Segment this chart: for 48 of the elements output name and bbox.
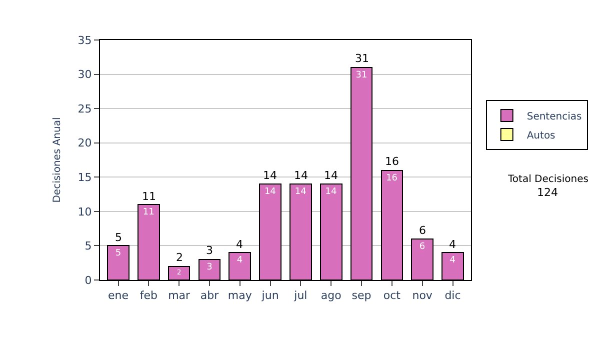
y-tick-label: 25: [78, 102, 92, 116]
data-label: 4: [450, 256, 456, 266]
total-label: 14: [294, 169, 308, 182]
data-label: 11: [142, 208, 154, 218]
y-tick-label: 30: [78, 68, 92, 82]
text: 124: [537, 186, 558, 199]
y-tick-label: 20: [78, 136, 92, 150]
total-label: 4: [236, 238, 243, 251]
data-label: 5: [115, 248, 122, 259]
data-label: 3: [206, 262, 212, 272]
y-tick-label: 10: [78, 205, 92, 218]
x-tick-label: oct: [383, 289, 402, 302]
x-tick-label: jun: [260, 289, 279, 302]
x-tick-label: feb: [140, 289, 158, 302]
data-label: 6: [419, 242, 426, 252]
x-tick-label: mar: [168, 289, 191, 302]
y-tick-label: 5: [84, 240, 92, 253]
x-tick-label: abr: [200, 289, 220, 302]
total-label: 3: [206, 244, 213, 257]
x-tick-label: sep: [352, 289, 372, 302]
y-tick-label: 35: [78, 34, 92, 47]
x-tick-label: jul: [293, 289, 308, 302]
total-label: 11: [142, 190, 156, 203]
data-label: 4: [236, 256, 243, 266]
x-tick-label: ago: [320, 289, 342, 302]
y-axis-title: Decisiones Anual: [52, 117, 63, 203]
total-label: 14: [324, 169, 338, 182]
legend-label: Sentencias: [526, 111, 582, 122]
total-label: 16: [385, 155, 399, 168]
total-label: 5: [115, 231, 122, 244]
data-label: 31: [356, 70, 368, 80]
x-tick-label: ene: [108, 289, 129, 302]
data-label: 16: [386, 173, 398, 184]
total-label: 31: [355, 52, 369, 65]
y-tick-label: 15: [78, 170, 92, 184]
total-label: 6: [419, 224, 426, 237]
legend-label: Autos: [526, 130, 556, 142]
text: Total Decisiones: [507, 174, 588, 185]
x-tick-label: dic: [444, 289, 461, 302]
x-tick-label: may: [228, 289, 252, 302]
data-label: 14: [294, 187, 307, 197]
x-tick-label: nov: [412, 289, 433, 302]
data-label: 14: [264, 187, 276, 197]
total-label: 2: [176, 251, 183, 264]
total-label: 4: [449, 238, 456, 251]
y-tick-label: 0: [84, 274, 92, 287]
data-label: 14: [325, 187, 337, 197]
total-label: 14: [263, 169, 277, 182]
